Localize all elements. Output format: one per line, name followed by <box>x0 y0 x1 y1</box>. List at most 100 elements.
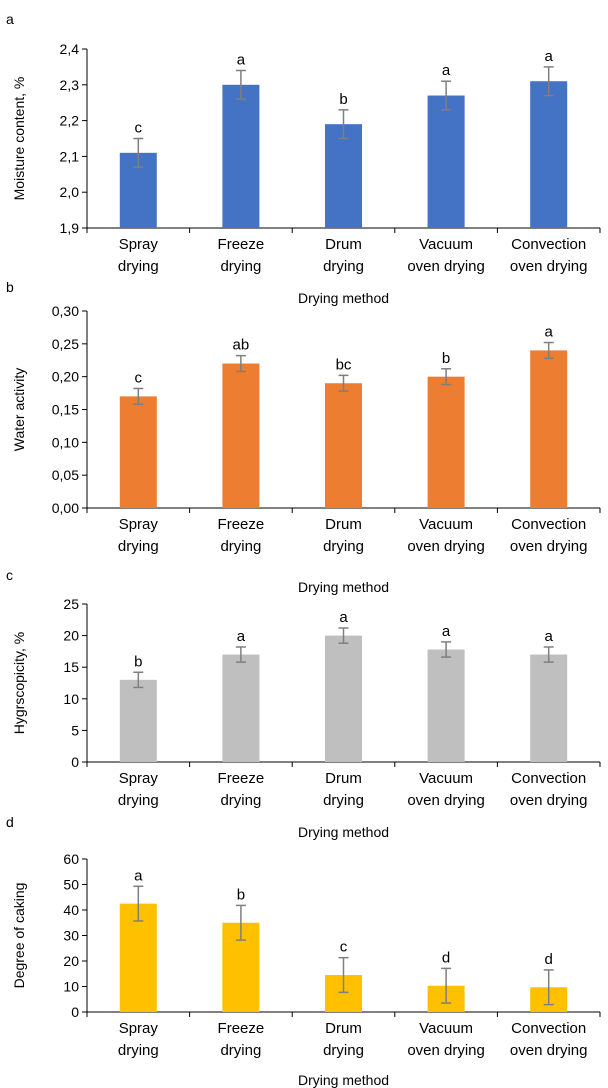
significance-letter: a <box>545 628 554 645</box>
y-tick-label: 20 <box>63 628 79 644</box>
category-label: Drum <box>325 516 362 533</box>
y-tick-label: 2,3 <box>60 77 80 93</box>
panel-label: b <box>6 279 14 295</box>
y-tick-label: 1,9 <box>60 220 80 236</box>
category-label: oven drying <box>510 538 588 555</box>
bar <box>119 396 157 508</box>
panel-label: a <box>6 11 14 27</box>
significance-letter: bc <box>336 356 352 373</box>
category-label: Spray <box>119 770 159 787</box>
bar <box>325 383 362 508</box>
bar <box>530 81 568 228</box>
category-label: drying <box>118 538 159 555</box>
chart-panel-d: d 0 10 20 30 40 50 60 Degree of caking a Spray dryi… <box>6 814 601 1088</box>
y-tick-label: 25 <box>63 596 79 612</box>
category-label: drying <box>220 1042 261 1059</box>
bar <box>222 654 260 762</box>
y-tick-label: 10 <box>63 979 79 995</box>
category-label: Drum <box>325 236 362 253</box>
category-label: Freeze <box>218 770 265 787</box>
category-label: drying <box>118 792 159 809</box>
category-label: Convection <box>511 516 586 533</box>
y-tick-label: 20 <box>63 953 79 969</box>
significance-letter: b <box>237 886 245 903</box>
category-label: Freeze <box>218 236 265 253</box>
y-tick-label: 2,0 <box>60 184 80 200</box>
significance-letter: b <box>442 350 450 367</box>
x-axis-label: Drying method <box>298 579 389 595</box>
y-tick-label: 50 <box>63 877 79 893</box>
y-tick-label: 60 <box>63 851 79 867</box>
bar <box>222 84 260 228</box>
bar <box>530 654 568 762</box>
panel-label: c <box>6 567 13 583</box>
y-axis-label: Water activity <box>11 368 27 452</box>
category-label: Spray <box>119 1020 159 1037</box>
bar <box>119 679 157 762</box>
y-tick-label: 0 <box>71 754 79 770</box>
category-label: Drum <box>325 770 362 787</box>
significance-letter: a <box>442 623 451 640</box>
category-label: Spray <box>119 516 159 533</box>
y-tick-label: 0,05 <box>52 467 79 483</box>
chart-panel-a: a 1,9 2,0 2,1 2,2 2,3 2,4 Moisture content, % c S… <box>6 11 601 306</box>
category-label: drying <box>323 538 364 555</box>
category-label: Vacuum <box>419 770 473 787</box>
category-label: oven drying <box>407 1042 485 1059</box>
significance-letter: d <box>442 949 450 966</box>
category-label: Freeze <box>218 516 265 533</box>
category-label: drying <box>323 792 364 809</box>
category-label: Vacuum <box>419 236 473 253</box>
y-tick-label: 0,25 <box>52 336 79 352</box>
category-label: Convection <box>511 236 586 253</box>
bar <box>325 635 362 762</box>
category-label: drying <box>220 792 261 809</box>
y-tick-label: 2,2 <box>60 113 80 129</box>
category-label: oven drying <box>407 538 485 555</box>
chart-panel-c: c 0 5 10 15 20 25 Hygrscopicity, % b Spray drying a… <box>6 567 601 840</box>
category-label: oven drying <box>510 1042 588 1059</box>
category-label: drying <box>118 258 159 275</box>
category-label: Convection <box>511 770 586 787</box>
bar <box>427 95 465 228</box>
category-label: oven drying <box>510 258 588 275</box>
category-label: Vacuum <box>419 1020 473 1037</box>
significance-letter: a <box>442 62 451 79</box>
y-axis-label: Degree of caking <box>11 883 27 989</box>
y-tick-label: 2,4 <box>60 41 80 57</box>
panel-label: d <box>6 814 14 830</box>
y-tick-label: 0 <box>71 1004 79 1020</box>
y-tick-label: 0,15 <box>52 402 79 418</box>
category-label: Freeze <box>218 1020 265 1037</box>
bar <box>222 363 260 508</box>
category-label: oven drying <box>407 258 485 275</box>
y-tick-label: 40 <box>63 902 79 918</box>
significance-letter: a <box>134 867 143 884</box>
y-axis-label: Moisture content, % <box>11 77 27 201</box>
y-tick-label: 2,1 <box>60 148 80 164</box>
category-label: Vacuum <box>419 516 473 533</box>
category-label: Drum <box>325 1020 362 1037</box>
y-tick-label: 30 <box>63 928 79 944</box>
category-label: drying <box>220 258 261 275</box>
category-label: drying <box>220 538 261 555</box>
x-axis-label: Drying method <box>298 824 389 840</box>
x-axis-label: Drying method <box>298 290 389 306</box>
category-label: Spray <box>119 236 159 253</box>
bar <box>427 376 465 508</box>
significance-letter: a <box>237 51 246 68</box>
y-tick-label: 10 <box>63 691 79 707</box>
category-label: oven drying <box>407 792 485 809</box>
y-tick-label: 0,10 <box>52 434 79 450</box>
significance-letter: a <box>339 609 348 626</box>
bar <box>325 124 362 228</box>
significance-letter: d <box>545 951 553 968</box>
category-label: Convection <box>511 1020 586 1037</box>
significance-letter: c <box>135 120 143 137</box>
significance-letter: c <box>340 939 348 956</box>
category-label: drying <box>323 1042 364 1059</box>
bar <box>427 649 465 762</box>
x-axis-label: Drying method <box>298 1072 389 1088</box>
significance-letter: b <box>339 91 347 108</box>
